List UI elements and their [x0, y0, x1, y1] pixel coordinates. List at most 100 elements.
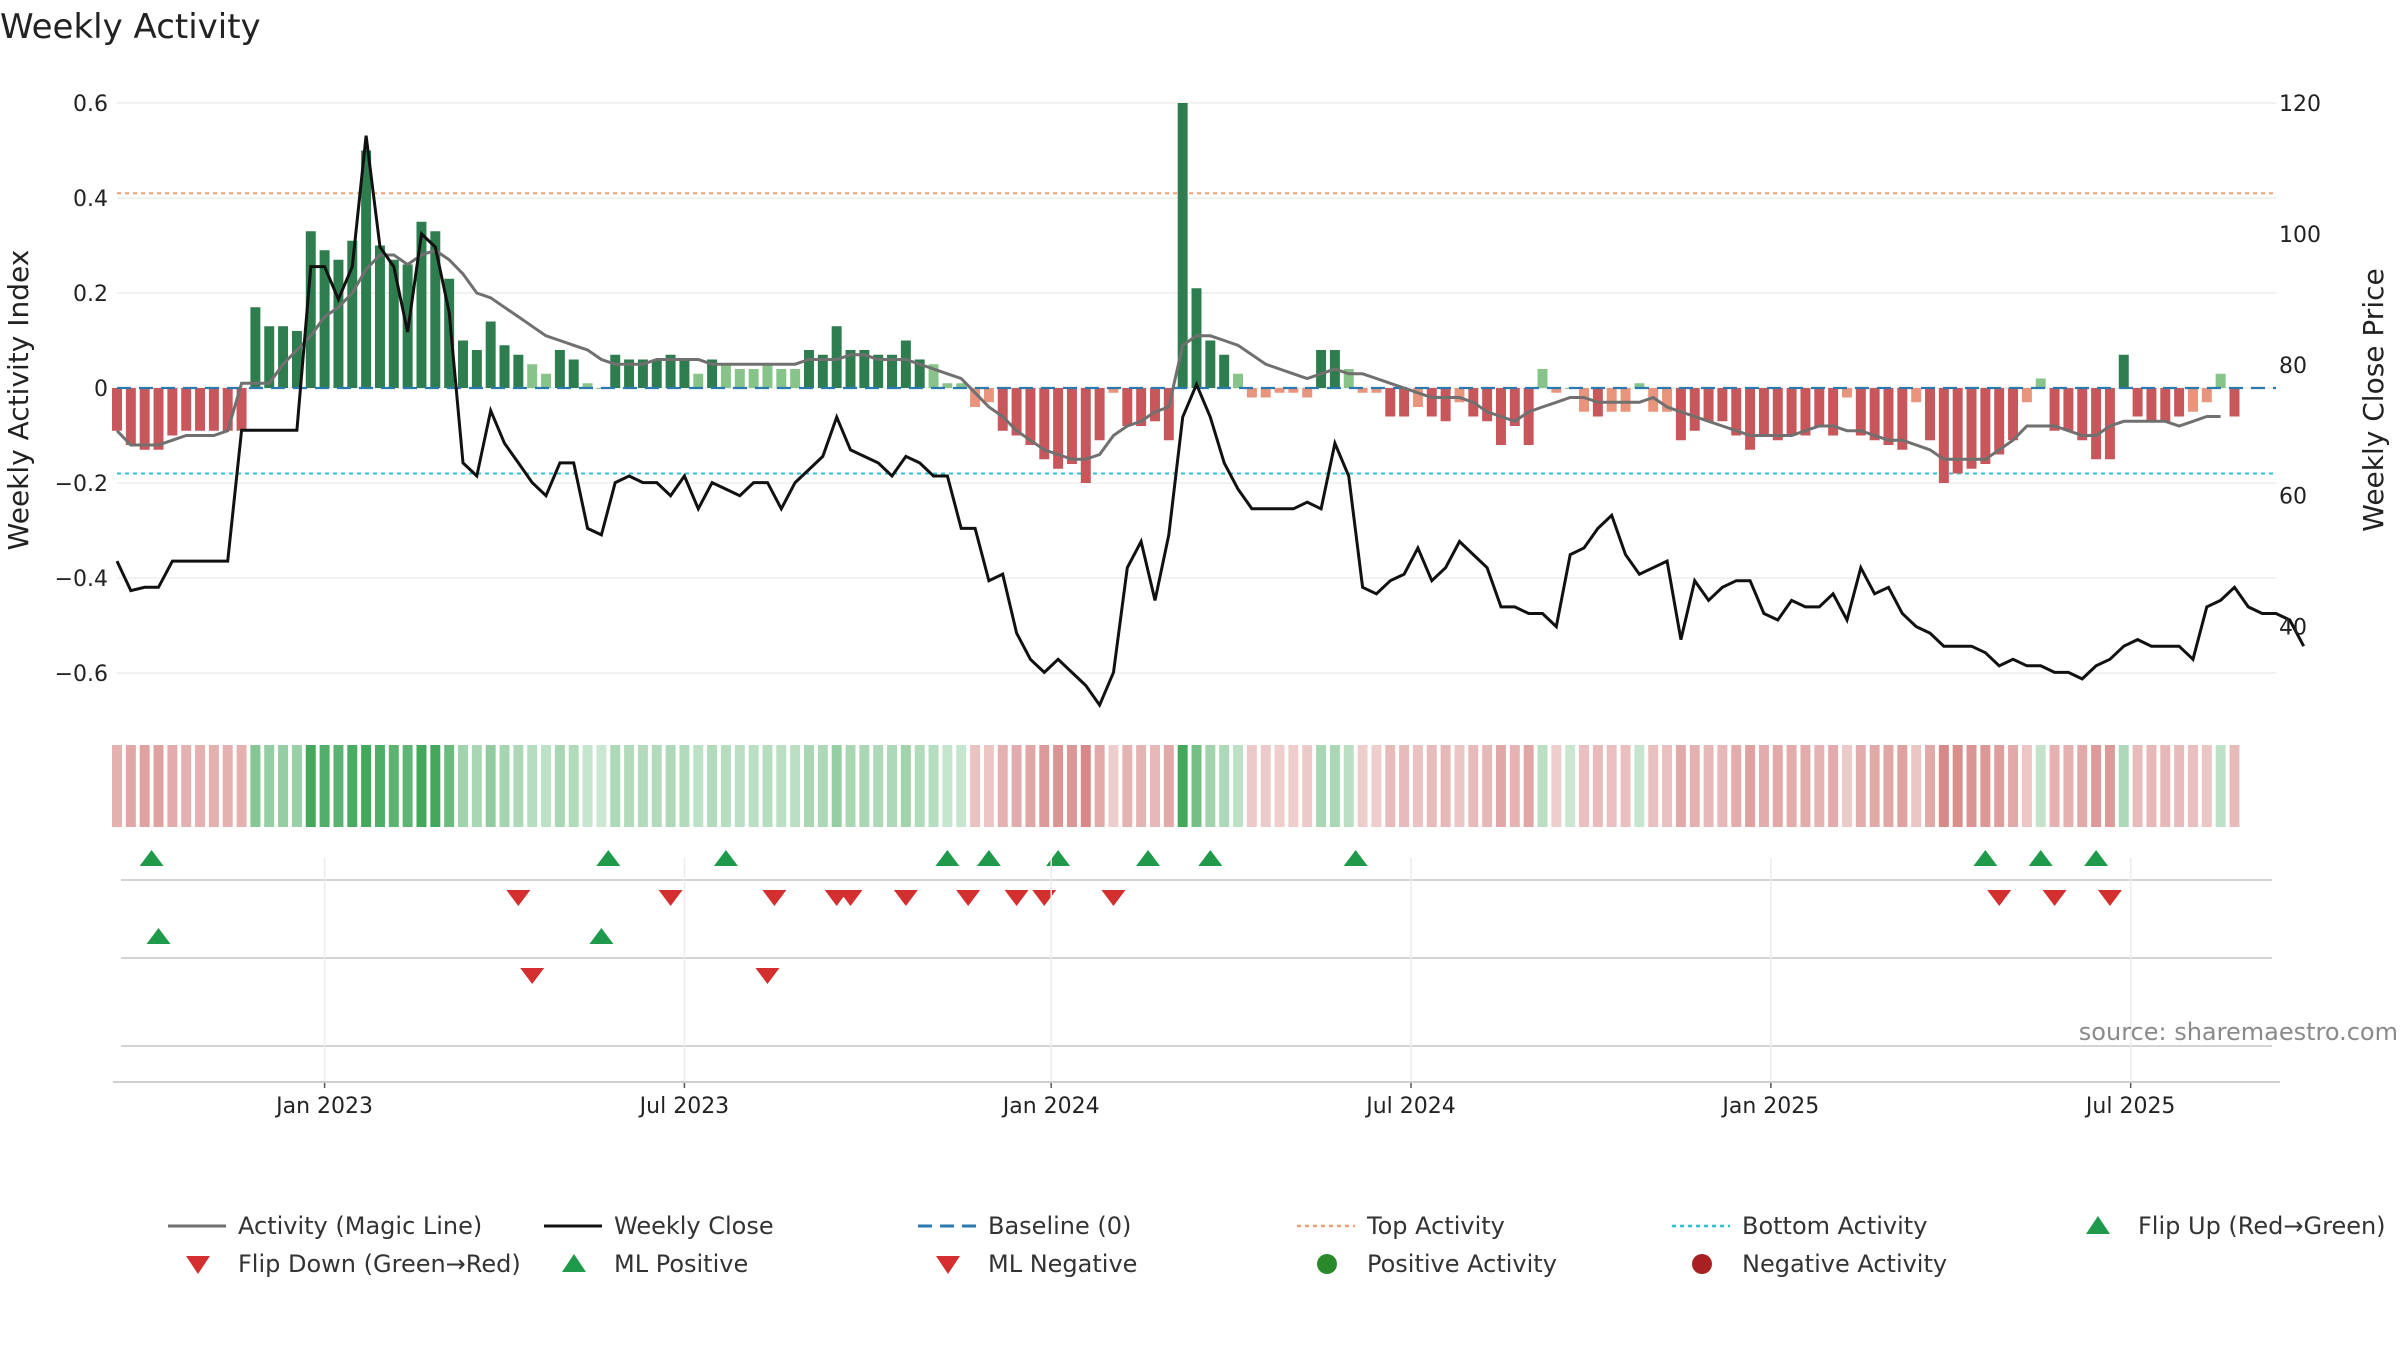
legend-up-triangle-icon — [2086, 1216, 2110, 1234]
activity-bar-negative — [1758, 388, 1769, 436]
heat-cell — [374, 745, 385, 827]
legend-label: Flip Down (Green→Red) — [238, 1250, 521, 1278]
activity-bar-negative — [2187, 388, 2198, 412]
heat-cell — [1648, 745, 1659, 827]
activity-bar-negative — [1897, 388, 1908, 450]
signal-down-marker — [658, 890, 683, 906]
activity-bar-negative — [1966, 388, 1977, 469]
heat-cell — [928, 745, 939, 827]
heat-cell — [942, 745, 953, 827]
heat-cell — [1897, 745, 1908, 827]
heat-cell — [1233, 745, 1244, 827]
activity-bar-negative — [2146, 388, 2157, 422]
heat-cell — [1053, 745, 1064, 827]
heat-cell — [513, 745, 524, 827]
heat-cell — [1966, 745, 1977, 827]
heat-cell — [1537, 745, 1548, 827]
activity-bar-negative — [2174, 388, 2185, 417]
heat-cell — [264, 745, 275, 827]
activity-bar-positive — [748, 369, 759, 388]
activity-bar-negative — [1994, 388, 2005, 455]
heat-cell — [347, 745, 358, 827]
heat-cell — [900, 745, 911, 827]
legend-label: Positive Activity — [1367, 1250, 1557, 1278]
heat-cell — [139, 745, 150, 827]
signal-up-marker — [935, 850, 960, 866]
heat-cell — [291, 745, 302, 827]
signal-up-marker — [146, 928, 171, 944]
activity-bar-positive — [278, 326, 289, 388]
heat-cell — [2160, 745, 2171, 827]
activity-bar-positive — [1316, 350, 1327, 388]
legend-down-triangle-icon — [186, 1256, 210, 1274]
heat-cell — [956, 745, 967, 827]
signal-up-marker — [976, 850, 1001, 866]
heat-cell — [2187, 745, 2198, 827]
heat-cell — [2118, 745, 2129, 827]
heat-cell — [2077, 745, 2088, 827]
heat-cell — [402, 745, 413, 827]
activity-bar-positive — [873, 354, 884, 388]
left-tick-label: −0.4 — [55, 567, 108, 592]
activity-bar-positive — [471, 350, 482, 388]
heat-cell — [734, 745, 745, 827]
heat-cell — [1080, 745, 1091, 827]
heat-cell — [997, 745, 1008, 827]
activity-bar-positive — [554, 350, 565, 388]
activity-bar-negative — [970, 388, 981, 407]
heat-cell — [458, 745, 468, 827]
activity-bar-positive — [665, 354, 676, 388]
activity-bar-negative — [1108, 388, 1119, 393]
activity-bar-negative — [1606, 388, 1617, 412]
heat-cell — [1205, 745, 1216, 827]
activity-bar-positive — [790, 369, 801, 388]
heat-cell — [1288, 745, 1299, 827]
activity-bar-positive — [887, 354, 898, 388]
heat-cell — [222, 745, 233, 827]
heat-cell — [361, 745, 372, 827]
activity-bar-negative — [1302, 388, 1313, 398]
activity-bar-negative — [1786, 388, 1797, 436]
activity-bar-positive — [264, 326, 275, 388]
activity-bar-negative — [1066, 388, 1077, 464]
heat-cell — [2229, 745, 2240, 827]
activity-bar-negative — [1869, 388, 1880, 441]
activity-bar-positive — [2035, 378, 2046, 388]
signal-down-marker — [1987, 890, 2012, 906]
activity-bar-negative — [1717, 388, 1728, 422]
heat-cell — [1495, 745, 1506, 827]
heat-cell — [2174, 745, 2185, 827]
activity-bar-positive — [900, 340, 911, 388]
heat-cell — [1523, 745, 1534, 827]
heat-cell — [416, 745, 427, 827]
series-lines — [115, 135, 2306, 709]
heat-cell — [1994, 745, 2005, 827]
activity-bar-negative — [997, 388, 1008, 431]
right-tick-label: 80 — [2279, 354, 2307, 379]
activity-bar-negative — [1675, 388, 1686, 441]
left-tick-label: 0.4 — [73, 187, 108, 212]
activity-bar-positive — [942, 383, 953, 388]
heat-cell — [1329, 745, 1340, 827]
heat-cell — [596, 745, 607, 827]
heat-cell — [1925, 745, 1935, 827]
activity-bar-positive — [333, 259, 344, 388]
x-tick-label: Jul 2025 — [2084, 1094, 2176, 1119]
activity-bar-negative — [1260, 388, 1271, 398]
activity-bar-positive — [582, 383, 593, 388]
left-tick-label: 0.6 — [73, 92, 108, 117]
activity-bar-negative — [1163, 388, 1174, 441]
activity-bar-positive — [734, 369, 745, 388]
heat-cell — [914, 745, 925, 827]
heat-cell — [485, 745, 496, 827]
activity-bar-negative — [1385, 388, 1396, 417]
activity-bar-negative — [222, 388, 233, 431]
activity-bar-positive — [499, 345, 510, 388]
heat-cell — [444, 745, 455, 827]
heat-cell — [1980, 745, 1991, 827]
heat-cell — [859, 745, 870, 827]
heat-cell — [610, 745, 621, 827]
legend-up-triangle-icon — [562, 1254, 586, 1272]
legend-circle-icon — [1317, 1254, 1337, 1274]
